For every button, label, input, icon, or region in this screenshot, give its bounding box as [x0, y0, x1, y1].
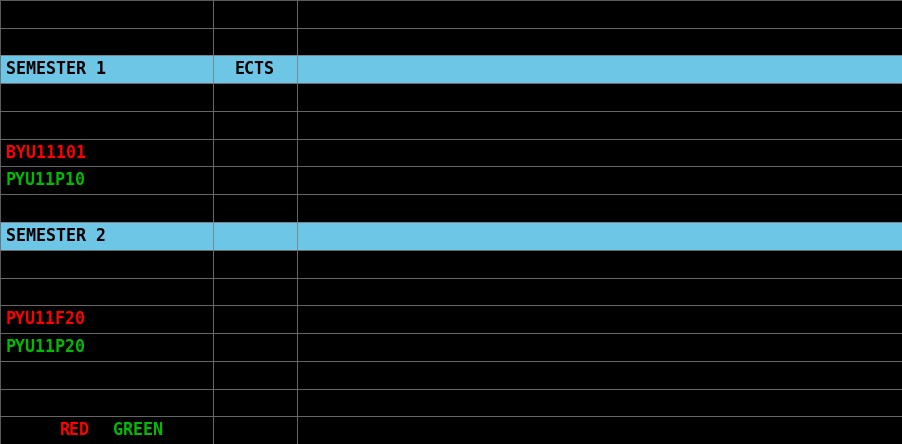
Bar [0, 416, 213, 444]
Bar [213, 416, 297, 444]
Bar [297, 416, 902, 444]
Bar [297, 333, 902, 361]
Bar [213, 0, 297, 28]
Bar [297, 305, 902, 333]
Bar [0, 28, 213, 56]
Bar [297, 83, 902, 111]
Text: RED: RED [60, 421, 89, 439]
Bar [297, 250, 902, 278]
Bar [297, 166, 902, 194]
Text: PYU11P10: PYU11P10 [6, 171, 86, 190]
Bar [0, 361, 213, 388]
Text: SEMESTER 2: SEMESTER 2 [6, 227, 106, 245]
Bar [213, 361, 297, 388]
Bar [213, 250, 297, 278]
Bar [297, 0, 902, 28]
Bar [0, 0, 213, 28]
Text: ECTS: ECTS [235, 60, 275, 79]
Bar [213, 194, 297, 222]
Bar [213, 139, 297, 166]
Bar [213, 56, 297, 83]
Bar [297, 28, 902, 56]
Bar [0, 388, 213, 416]
Bar [0, 111, 213, 139]
Bar [297, 56, 902, 83]
Bar [213, 166, 297, 194]
Bar [297, 222, 902, 250]
Bar [213, 278, 297, 305]
Bar [0, 194, 213, 222]
Text: BYU11101: BYU11101 [6, 143, 86, 162]
Text: SEMESTER 1: SEMESTER 1 [6, 60, 106, 79]
Bar [297, 278, 902, 305]
Bar [297, 194, 902, 222]
Bar [213, 111, 297, 139]
Bar [0, 250, 213, 278]
Bar [297, 361, 902, 388]
Bar [0, 278, 213, 305]
Bar [0, 166, 213, 194]
Bar [213, 333, 297, 361]
Bar [297, 388, 902, 416]
Bar [297, 139, 902, 166]
Bar [0, 83, 213, 111]
Text: PYU11P20: PYU11P20 [6, 338, 86, 356]
Bar [213, 83, 297, 111]
Bar [0, 56, 213, 83]
Bar [213, 305, 297, 333]
Bar [0, 333, 213, 361]
Text: GREEN: GREEN [114, 421, 163, 439]
Bar [213, 28, 297, 56]
Bar [0, 305, 213, 333]
Bar [0, 222, 213, 250]
Bar [297, 111, 902, 139]
Text: PYU11F20: PYU11F20 [6, 310, 86, 328]
Bar [213, 388, 297, 416]
Bar [0, 139, 213, 166]
Bar [213, 222, 297, 250]
